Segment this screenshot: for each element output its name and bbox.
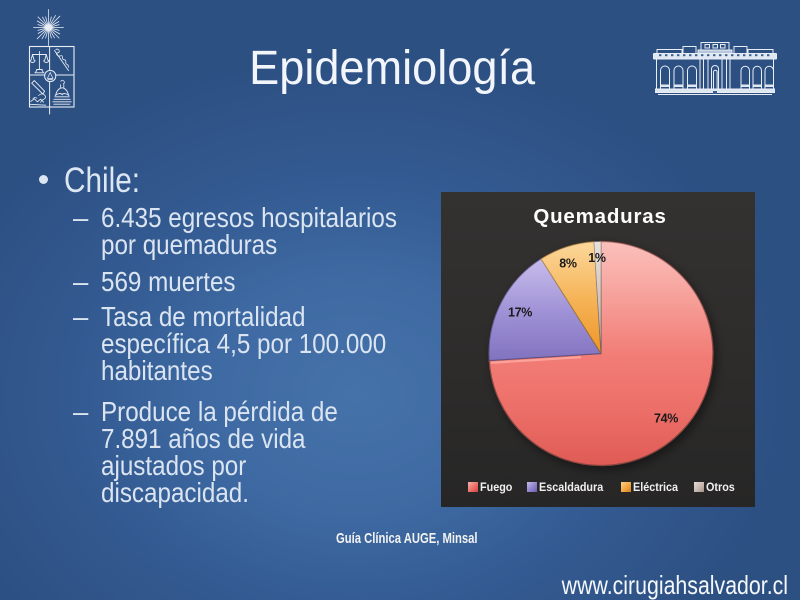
svg-text:1%: 1% — [588, 251, 606, 265]
svg-text:74%: 74% — [654, 412, 678, 426]
svg-text:17%: 17% — [508, 306, 532, 320]
svg-text:8%: 8% — [559, 257, 577, 271]
